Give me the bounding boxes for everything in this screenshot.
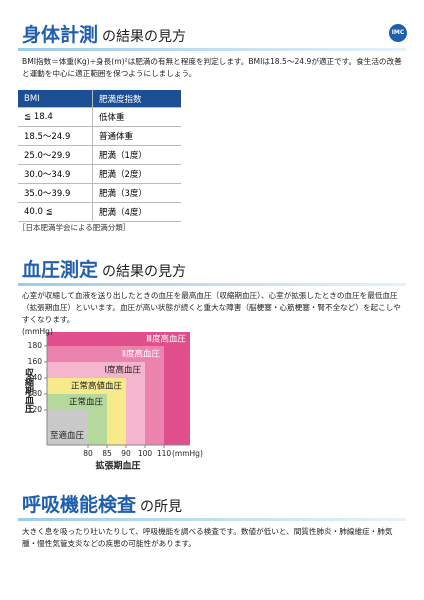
y-tick-label: 130	[28, 389, 43, 398]
x-tick-label: 85	[102, 449, 112, 458]
section-heading: 呼吸機能検査 の所見	[22, 490, 182, 517]
table-cell: 普通体重	[92, 126, 181, 146]
zone-label: Ⅰ度高血圧	[104, 365, 141, 376]
zone-label: 至適血圧	[50, 430, 85, 441]
table-cell: 肥満（3度）	[92, 183, 181, 203]
table-note: ［日本肥満学会による肥満分類］	[18, 223, 131, 232]
bmi-table: BMI 肥満度指数 ≦ 18.4 低体重 18.5～24.9 普通体重 25.0～29.9 肥…	[18, 90, 181, 222]
x-axis-label: 拡張期血圧	[95, 460, 140, 472]
y-unit: (mmHg)	[22, 327, 53, 336]
section-heading: 血圧測定 の結果の見方	[22, 255, 186, 282]
x-tick-label: 110	[157, 449, 172, 458]
heading-rest: の結果の見方	[102, 29, 187, 45]
heading-underline	[18, 283, 406, 286]
heading-main: 血圧測定	[22, 259, 99, 281]
x-unit: (mmHg)	[172, 449, 203, 458]
paragraph: 大きく息を吸ったり吐いたりして、呼吸機能を調べる検査です。数値が低いと、間質性肺…	[22, 527, 393, 548]
section-heading: 身体計測 の結果の見方	[22, 20, 186, 47]
bp-chart: 至適血圧 正常血圧 正常高値血圧 Ⅰ度高血圧 Ⅱ度高血圧 Ⅲ度高血圧 120 130 140 16…	[22, 327, 203, 472]
table-cell: 18.5～24.9	[18, 126, 93, 146]
heading-rest: の結果の見方	[102, 264, 187, 280]
table-cell: 25.0～29.9	[18, 145, 93, 165]
table-row: ≦ 18.4 低体重	[18, 107, 181, 127]
logo: IMC	[389, 24, 407, 42]
table-row: 40.0 ≦ 肥満（4度）	[18, 202, 181, 222]
table-row: 25.0～29.9 肥満（1度）	[18, 145, 181, 165]
table-cell: 肥満（2度）	[92, 164, 181, 184]
zone-label: 正常高値血圧	[71, 381, 123, 392]
heading-rest: の所見	[140, 499, 183, 515]
paragraph: 心室が収縮して血液を送り出したときの血圧を最高血圧（収縮期血圧）、心室が拡張した…	[22, 291, 401, 324]
y-axis-label: 収縮期血圧	[23, 368, 33, 413]
x-tick-label: 90	[121, 449, 131, 458]
header-cell: BMI	[18, 90, 93, 108]
heading-main: 呼吸機能検査	[22, 494, 137, 516]
y-tick-label: 180	[28, 341, 43, 350]
heading-underline	[18, 48, 406, 51]
table-cell: ≦ 18.4	[18, 107, 93, 127]
zone-label: Ⅲ度高血圧	[146, 334, 186, 345]
header-row: BMI 肥満度指数	[18, 90, 181, 108]
zone	[47, 410, 88, 445]
x-tick-label: 80	[83, 449, 93, 458]
table-cell: 低体重	[92, 107, 181, 127]
table-cell: 35.0～39.9	[18, 183, 93, 203]
y-tick-label: 160	[28, 357, 43, 366]
heading-underline	[18, 518, 406, 521]
table-row: 30.0～34.9 肥満（2度）	[18, 164, 181, 184]
y-tick-label: 140	[28, 373, 43, 382]
header-cell: 肥満度指数	[92, 90, 181, 108]
paragraph: BMI指数＝体重(Kg)÷身長(m)²は肥満の有無と程度を判定します。BMIは1…	[22, 57, 402, 78]
y-tick-label: 120	[28, 405, 43, 414]
zone-label: 正常血圧	[69, 397, 104, 408]
heading-main: 身体計測	[22, 24, 99, 46]
table-cell: 肥満（4度）	[92, 202, 181, 222]
table-cell: 30.0～34.9	[18, 164, 93, 184]
table-row: 35.0～39.9 肥満（3度）	[18, 183, 181, 203]
table-cell: 40.0 ≦	[18, 202, 93, 222]
zone-label: Ⅱ度高血圧	[122, 349, 161, 360]
x-tick-label: 100	[138, 449, 153, 458]
table-row: 18.5～24.9 普通体重	[18, 126, 181, 146]
table-cell: 肥満（1度）	[92, 145, 181, 165]
